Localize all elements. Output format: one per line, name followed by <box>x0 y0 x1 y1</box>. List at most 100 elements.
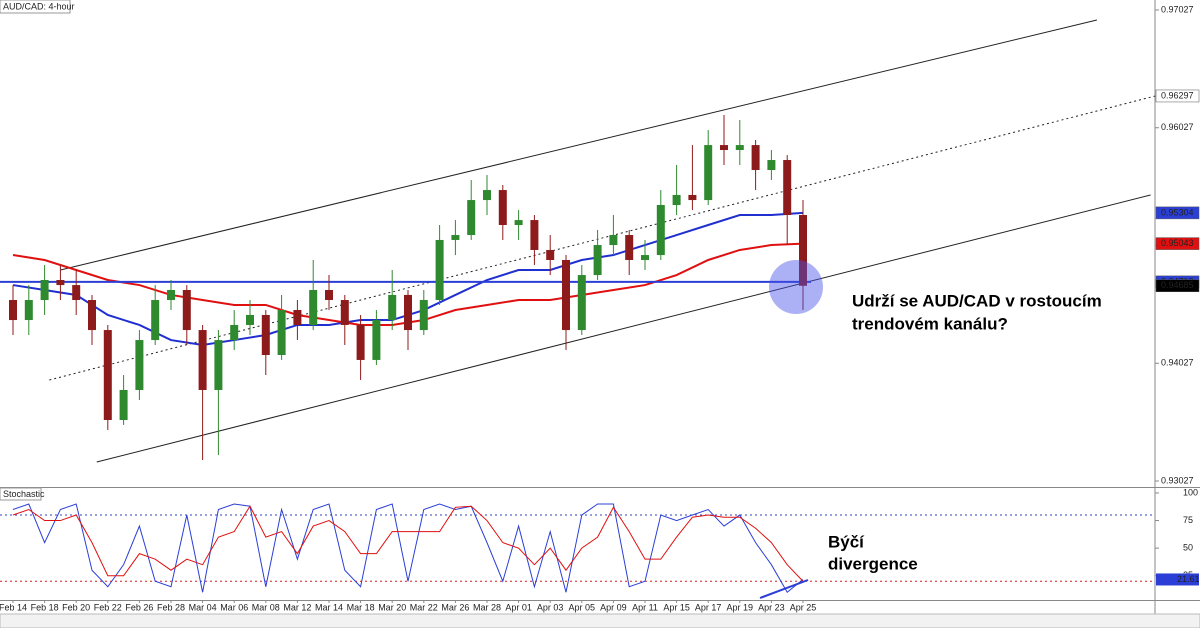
candle-body <box>609 235 618 246</box>
candle-body <box>214 340 223 390</box>
stoch-tick-label: 75 <box>1183 515 1193 525</box>
price-tag-label: 0.95043 <box>1161 238 1194 248</box>
candle-body <box>388 294 397 321</box>
highlight-circle <box>769 260 823 314</box>
candle-body <box>467 200 476 236</box>
candle-body <box>72 285 81 301</box>
price-tag <box>1155 206 1200 220</box>
x-tick-label: Apr 11 <box>632 602 658 612</box>
candle-body <box>641 255 649 260</box>
price-tag <box>1155 89 1200 103</box>
x-tick-label: Apr 25 <box>790 602 817 612</box>
candle-body <box>514 220 523 226</box>
trendline <box>96 194 1151 463</box>
candle-body <box>119 389 128 421</box>
time-strip <box>0 613 1200 628</box>
candle-body <box>56 280 65 286</box>
candle-body <box>167 290 175 301</box>
x-tick-label: Apr 05 <box>569 602 596 612</box>
price-tag <box>1155 279 1200 293</box>
x-tick-label: Mar 14 <box>315 602 343 612</box>
candle-body <box>24 300 33 321</box>
candle-body <box>451 235 460 240</box>
candle-body <box>593 245 602 276</box>
x-tick-label: Feb 22 <box>94 602 122 612</box>
candle-body <box>672 194 681 205</box>
candle-body <box>261 314 270 356</box>
y-tick-label: 0.93027 <box>1161 475 1194 485</box>
x-tick-label: Feb 20 <box>62 602 90 612</box>
x-tick-label: Apr 15 <box>663 602 690 612</box>
annotation: divergence <box>828 554 918 573</box>
candle-body <box>325 290 333 301</box>
candle-body <box>577 275 586 331</box>
candle-body <box>483 190 491 201</box>
stoch-tag-label: 21.61 <box>1177 574 1200 584</box>
x-tick-label: Feb 14 <box>0 602 27 612</box>
candle-body <box>246 314 254 325</box>
stoch-tick-label: 100 <box>1183 487 1198 497</box>
x-tick-label: Apr 23 <box>758 602 785 612</box>
candle-body <box>546 249 555 260</box>
x-tick-label: Feb 28 <box>157 602 185 612</box>
stoch-tick-label: 50 <box>1183 543 1193 553</box>
candle-body <box>40 280 49 301</box>
y-tick-label: 0.94027 <box>1161 358 1194 368</box>
x-tick-label: Apr 09 <box>600 602 627 612</box>
stoch-line <box>12 503 804 594</box>
candle-body <box>293 310 302 325</box>
price-tag-label: 0.95304 <box>1161 207 1194 217</box>
title-box <box>0 0 71 14</box>
x-tick-label: Apr 01 <box>505 602 532 612</box>
candle-body <box>309 290 318 325</box>
candle-body <box>135 340 144 390</box>
annotation: Udrží se AUD/CAD v rostoucím <box>852 291 1102 310</box>
candle-body <box>767 160 776 171</box>
candle-body <box>704 145 713 201</box>
divergence-line <box>759 579 809 599</box>
price-tag-label: 0.96297 <box>1161 90 1194 100</box>
candle-body <box>688 194 697 201</box>
candle-body <box>372 320 381 360</box>
x-tick-label: Mar 28 <box>473 602 501 612</box>
candle-body <box>435 239 444 301</box>
candle-body <box>277 310 286 356</box>
candle-body <box>783 160 792 216</box>
stoch-title-box <box>0 487 42 501</box>
labels: AUD/CAD: 4-hour Stochastic Udrží se AUD/… <box>0 0 1200 612</box>
candle-body <box>799 215 807 286</box>
price-tag-label: 0.94685 <box>1161 280 1194 290</box>
candle-body <box>230 324 239 341</box>
annotation: Býčí <box>828 532 865 551</box>
x-tick-label: Mar 06 <box>220 602 248 612</box>
candle-body <box>656 204 665 256</box>
candle-body <box>198 330 207 390</box>
candle-body <box>340 300 349 325</box>
y-tick-label: 0.97027 <box>1161 4 1194 14</box>
x-tick-label: Mar 26 <box>441 602 469 612</box>
candle-body <box>720 145 728 151</box>
x-tick-label: Apr 17 <box>695 602 722 612</box>
x-tick-label: Mar 20 <box>378 602 406 612</box>
candle-body <box>151 300 160 341</box>
chart-title: AUD/CAD: 4-hour <box>3 1 75 11</box>
candle-body <box>735 145 744 151</box>
x-tick-label: Feb 18 <box>31 602 59 612</box>
candle-body <box>498 190 507 226</box>
x-tick-label: Mar 08 <box>252 602 280 612</box>
candle-body <box>182 290 191 331</box>
candle-body <box>625 235 634 260</box>
candle-body <box>751 145 760 171</box>
trendline <box>60 19 1097 271</box>
x-tick-label: Mar 18 <box>347 602 375 612</box>
x-tick-label: Apr 03 <box>537 602 564 612</box>
candle-body <box>530 220 539 250</box>
stoch-tag <box>1156 573 1199 586</box>
x-tick-label: Feb 26 <box>125 602 153 612</box>
candle-body <box>88 300 96 331</box>
x-tick-label: Mar 12 <box>283 602 311 612</box>
x-tick-label: Apr 19 <box>727 602 754 612</box>
